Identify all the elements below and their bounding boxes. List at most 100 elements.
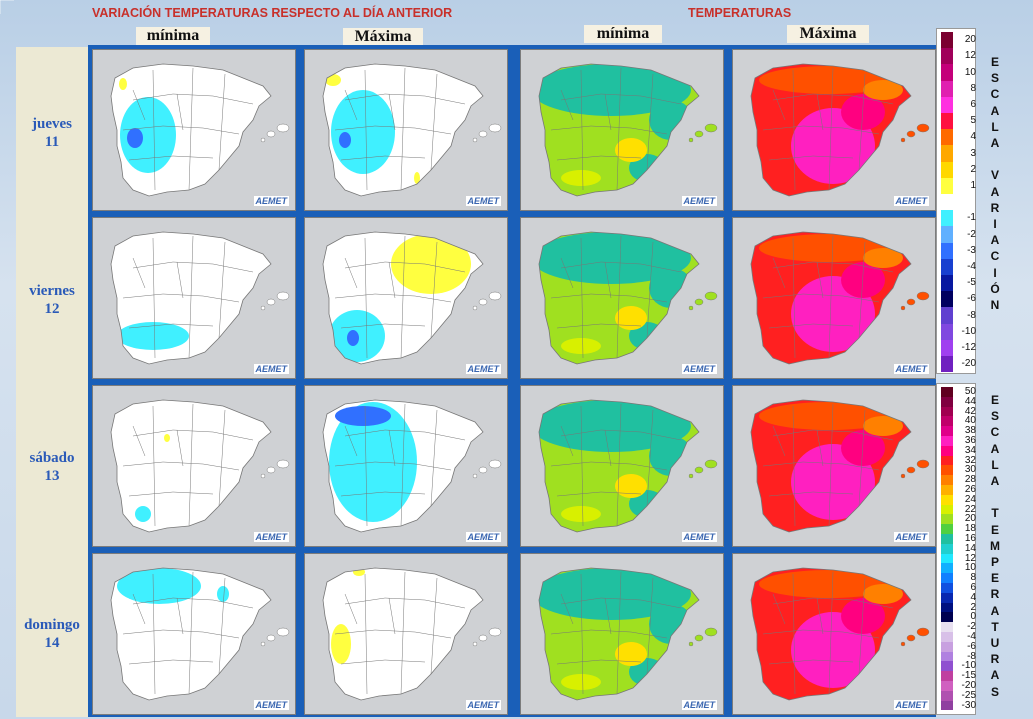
scale-swatch bbox=[941, 534, 953, 544]
scale-swatch bbox=[941, 129, 953, 146]
aemet-logo: AEMET bbox=[893, 364, 929, 374]
scale-label: 30 bbox=[964, 464, 976, 476]
scale-swatch bbox=[941, 113, 953, 130]
scale-swatch bbox=[941, 339, 953, 356]
aemet-logo: AEMET bbox=[681, 364, 717, 374]
scale-label: 32 bbox=[964, 454, 976, 466]
map-variation-max-viernes: AEMET bbox=[304, 217, 508, 379]
scale-label: 3 bbox=[970, 147, 976, 159]
day-label-saturday: sábado 13 bbox=[16, 449, 88, 485]
day-number: 12 bbox=[44, 301, 60, 317]
scale-label: 2 bbox=[970, 163, 976, 175]
scale-title-letter: Ó bbox=[990, 281, 1000, 296]
day-name: sábado bbox=[29, 450, 75, 466]
scale-label: 20 bbox=[964, 513, 976, 525]
scale-label: 12 bbox=[964, 50, 976, 62]
scale-swatch bbox=[941, 210, 953, 227]
scale-label: -15 bbox=[961, 670, 976, 682]
scale-label: 16 bbox=[964, 532, 976, 544]
scale-swatch bbox=[941, 543, 953, 554]
scale-swatch bbox=[941, 592, 953, 603]
map-svg bbox=[93, 554, 295, 714]
scale-swatch bbox=[941, 387, 953, 397]
map-variation-max-domingo: AEMET bbox=[304, 553, 508, 715]
scale-title-letter: A bbox=[990, 184, 1000, 199]
map-svg bbox=[305, 554, 507, 714]
map-temperature-max-domingo: AEMET bbox=[732, 553, 936, 715]
column-header-min-variation: mínima bbox=[136, 27, 210, 45]
day-name: domingo bbox=[24, 617, 80, 633]
scale-label: 42 bbox=[964, 405, 976, 417]
scale-label: 4 bbox=[970, 131, 976, 143]
aemet-logo: AEMET bbox=[465, 196, 501, 206]
scale-swatch bbox=[941, 455, 953, 466]
scale-title-letter: R bbox=[990, 200, 1000, 215]
aemet-logo: AEMET bbox=[893, 700, 929, 710]
scale-swatch bbox=[941, 194, 953, 211]
scale-swatch bbox=[941, 242, 953, 259]
scale-swatch bbox=[941, 226, 953, 243]
scale-label: 5 bbox=[970, 115, 976, 127]
scale-swatch bbox=[941, 700, 953, 711]
scale-title-letter: C bbox=[990, 425, 1000, 440]
scale-title-letter: A bbox=[990, 103, 1000, 118]
scale-title-letter: I bbox=[993, 217, 997, 231]
scale-swatch bbox=[941, 177, 953, 194]
scale-label: -8 bbox=[967, 309, 976, 321]
scale-label: -3 bbox=[967, 244, 976, 256]
map-svg bbox=[93, 218, 295, 378]
scale-title-letter: S bbox=[990, 684, 999, 699]
map-svg bbox=[305, 50, 507, 210]
map-variation-min-sábado: AEMET bbox=[92, 385, 296, 547]
map-svg bbox=[733, 50, 935, 210]
scale-label: 44 bbox=[964, 395, 976, 407]
column-header-max-temperature: Máxima bbox=[787, 25, 869, 43]
map-svg bbox=[93, 386, 295, 546]
scale-swatch bbox=[941, 291, 953, 308]
scale-title-letter: S bbox=[990, 409, 999, 424]
scale-title-letter: N bbox=[990, 298, 1000, 312]
map-temperature-max-viernes: AEMET bbox=[732, 217, 936, 379]
scale-swatch bbox=[941, 641, 953, 652]
scale-swatch bbox=[941, 494, 953, 505]
variation-scale: 20 12 10 8 6 5 4 3 2 1 -1 -2 -3 -4 -5 -6 -8 -10 -12 -20 bbox=[936, 28, 976, 374]
scale-label: 6 bbox=[970, 581, 976, 593]
day-name: viernes bbox=[29, 283, 75, 299]
scale-swatch bbox=[941, 573, 953, 583]
scale-label: 0 bbox=[970, 611, 976, 623]
scale-swatch bbox=[941, 161, 953, 178]
aemet-logo: AEMET bbox=[681, 196, 717, 206]
temperature-title: TEMPERATURAS bbox=[688, 6, 792, 20]
scale-title-letter: T bbox=[991, 619, 999, 634]
scale-label: 12 bbox=[964, 552, 976, 564]
scale-swatch bbox=[941, 436, 953, 446]
scale-swatch bbox=[941, 681, 953, 691]
scale-swatch bbox=[941, 64, 953, 81]
scale-swatch bbox=[941, 307, 953, 324]
scale-title-letter: T bbox=[991, 506, 999, 521]
scale-label: 20 bbox=[964, 34, 976, 46]
day-number: 13 bbox=[44, 468, 60, 484]
scale-title-letter: R bbox=[990, 652, 1000, 667]
scale-swatch bbox=[941, 514, 953, 525]
map-temperature-min-viernes: AEMET bbox=[520, 217, 724, 379]
scale-swatch bbox=[941, 48, 953, 65]
scale-label: -1 bbox=[967, 212, 976, 224]
scale-swatch bbox=[941, 426, 953, 436]
scale-swatch bbox=[941, 416, 953, 427]
map-svg bbox=[733, 554, 935, 714]
scale-title-letter: R bbox=[990, 587, 1000, 602]
map-variation-max-jueves: AEMET bbox=[304, 49, 508, 211]
scale-swatch bbox=[941, 275, 953, 292]
day-number: 11 bbox=[44, 134, 60, 150]
scale-label: -10 bbox=[961, 660, 976, 672]
scale-title-letter: E bbox=[990, 522, 999, 537]
scale-swatch bbox=[941, 32, 953, 49]
scale-label: -6 bbox=[967, 640, 976, 652]
map-svg bbox=[521, 386, 723, 546]
scale-label: -2 bbox=[967, 621, 976, 633]
scale-label: -20 bbox=[961, 679, 976, 691]
scale-title-letter: L bbox=[991, 119, 999, 134]
map-svg bbox=[93, 50, 295, 210]
temperature-scale: 50 44 42 40 38 36 34 32 30 28 26 24 22 20 18 16 14 12 10 8 6… bbox=[936, 383, 976, 715]
